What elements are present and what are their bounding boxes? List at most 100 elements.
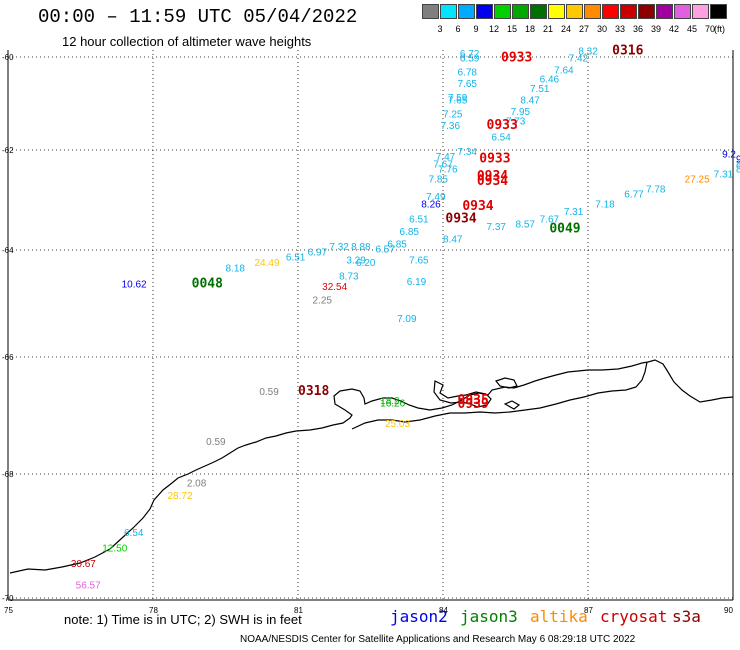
wave-height-label: 6.57: [375, 245, 395, 256]
lat-tick-label: -70: [2, 594, 14, 603]
legend-label: 36: [632, 24, 643, 34]
wave-height-label: 6.51: [409, 215, 429, 226]
wave-height-label: 6.97: [308, 247, 328, 258]
wave-height-label: 6.51: [286, 253, 306, 264]
wave-height-label: 7.09: [397, 314, 417, 325]
satellite-altika: altika: [530, 607, 588, 626]
graticule: [8, 50, 733, 600]
legend-label: 27: [578, 24, 589, 34]
wave-height-label: 0.59: [206, 437, 226, 448]
legend-swatch: [530, 4, 547, 19]
legend-swatch: [602, 4, 619, 19]
lon-tick-label: 87: [584, 606, 593, 615]
legend-swatch: [440, 4, 457, 19]
wave-height-label: 7.31: [714, 170, 734, 181]
pass-time-label: 0316: [612, 44, 643, 59]
pass-time-label: 0933: [487, 118, 518, 133]
legend-label: 70: [704, 24, 715, 34]
wave-height-label: 12.50: [102, 544, 127, 555]
legend-swatch: [710, 4, 727, 19]
wave-height-label: 18.2: [380, 396, 400, 407]
legend-swatch: [674, 4, 691, 19]
wave-height-label: 7.67: [433, 160, 453, 171]
pass-time-label: 0934: [477, 174, 508, 189]
wave-height-label: 32.54: [322, 282, 347, 293]
wave-height-label: 6.20: [356, 258, 376, 269]
wave-height-label: 7.37: [487, 222, 507, 233]
footnote: note: 1) Time is in UTC; 2) SWH is in fe…: [64, 612, 302, 627]
wave-height-label: 7.51: [530, 84, 550, 95]
wave-height-label: 8.58: [736, 160, 740, 171]
wave-height-label: 9.50: [736, 155, 740, 166]
pass-time-label: 0933: [479, 152, 510, 167]
wave-height-label: 7.85: [429, 175, 449, 186]
wave-height-label: 6.72: [460, 49, 480, 60]
legend-swatch: [494, 4, 511, 19]
wave-height-label: 7.34: [458, 147, 478, 158]
lat-tick-label: -62: [2, 146, 14, 155]
wave-height-label: 7.73: [506, 116, 526, 127]
wave-height-label: 6.77: [624, 190, 644, 201]
observation-layer: 6.726.59 0933 8.327.42 0316 6.78 7.64 7.65 6.46…: [71, 44, 740, 592]
wave-height-label: 8.18: [226, 263, 246, 274]
legend-label: 33: [614, 24, 625, 34]
wave-height-label: 28.72: [168, 491, 193, 502]
pass-time-label: 0934: [462, 199, 493, 214]
legend-label: 30: [596, 24, 607, 34]
wave-height-label: 8.57: [516, 220, 536, 231]
legend-swatch: [656, 4, 673, 19]
legend-swatch: [548, 4, 565, 19]
wave-height-label: 7.42: [569, 54, 589, 65]
legend-swatch: [638, 4, 655, 19]
ice-patch-2: [503, 400, 521, 410]
wave-height-label: 16.26: [380, 399, 405, 410]
lat-tick-label: -68: [2, 470, 14, 479]
wave-height-label: 7.95: [511, 107, 531, 118]
wave-height-label: 6.54: [124, 528, 144, 539]
wave-height-label: 8.88: [351, 242, 371, 253]
pass-time-label: 0939: [458, 397, 489, 412]
pass-time-label: 0048: [192, 276, 223, 291]
legend-label: 24: [560, 24, 571, 34]
satellite-jason2: jason2: [390, 607, 448, 626]
wave-height-label: 7.65: [448, 96, 468, 107]
wave-height-label: 7.65: [458, 79, 478, 90]
lon-tick-label: 84: [439, 606, 448, 615]
satellite-s3a: s3a: [672, 607, 701, 626]
wave-height-label: 7.59: [448, 93, 468, 104]
wave-height-label: 8.47: [443, 235, 463, 246]
legend-swatch: [584, 4, 601, 19]
legend-label: 42: [668, 24, 679, 34]
wave-height-label: 7.31: [564, 207, 584, 218]
lat-tick-label: -64: [2, 246, 14, 255]
lat-tick-label: -66: [2, 353, 14, 362]
coastline-inner: [351, 361, 648, 430]
map-subtitle: 12 hour collection of altimeter wave hei…: [62, 34, 312, 49]
legend-swatch: [458, 4, 475, 19]
wave-height-label: 0.59: [259, 387, 279, 398]
wave-height-label: 8.26: [421, 200, 441, 211]
wave-height-label: 8.47: [520, 96, 540, 107]
wave-height-label: 7.18: [595, 200, 615, 211]
wave-height-label: 7.36: [441, 121, 461, 132]
wave-height-label: 9.2: [722, 150, 736, 161]
wave-height-label: 7.76: [438, 165, 458, 176]
wave-height-label: 6.46: [540, 75, 560, 86]
pass-time-label: 0934: [445, 212, 476, 227]
pass-time-label: 0318: [298, 384, 329, 399]
wave-height-label: 30.67: [71, 559, 96, 570]
wave-height-label: 2.25: [313, 296, 333, 307]
wave-height-label: 7.25: [443, 109, 463, 120]
legend-label: 45: [686, 24, 697, 34]
pass-time-label: 0933: [501, 51, 532, 66]
axis-ticks: 75 78 81 84 87 90 -60 -62 -64 -66 -68 -70: [2, 53, 733, 615]
wave-height-label: 7.32: [329, 242, 349, 253]
legend-swatch: [476, 4, 493, 19]
legend-swatch: [620, 4, 637, 19]
legend-swatch: [566, 4, 583, 19]
wave-height-label: 7.49: [426, 192, 446, 203]
wave-height-label: 56.57: [76, 581, 101, 592]
legend-label: 12: [488, 24, 499, 34]
